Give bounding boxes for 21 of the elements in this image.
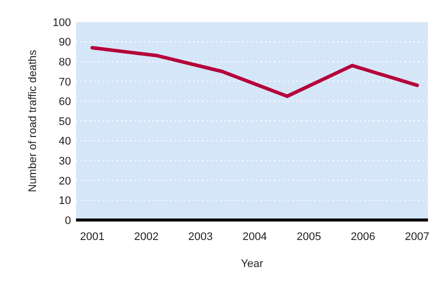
y-tick-label: 10 xyxy=(58,195,71,208)
y-tick-label: 70 xyxy=(58,76,71,88)
y-tick-label: 100 xyxy=(52,16,71,29)
x-axis-title: Year xyxy=(240,258,264,270)
y-tick-label: 90 xyxy=(58,36,71,49)
line-series xyxy=(90,46,419,98)
y-tick-label: 20 xyxy=(58,175,71,188)
x-tick-label: 2006 xyxy=(350,231,376,243)
y-tick-label: 40 xyxy=(58,136,71,148)
x-tick-label: 2005 xyxy=(296,231,322,243)
y-axis-title: Number of road traffic deaths xyxy=(27,49,39,192)
y-tick-label: 30 xyxy=(58,155,71,168)
y-tick-label: 80 xyxy=(58,56,71,68)
y-tick-label: 60 xyxy=(58,96,71,108)
x-tick-label: 2001 xyxy=(80,231,104,243)
y-tick-label: 50 xyxy=(58,116,71,128)
x-tick-label: 2003 xyxy=(188,231,213,243)
x-tick-label: 2004 xyxy=(242,231,267,243)
x-tick-label: 2007 xyxy=(404,231,430,243)
x-tick-label: 2002 xyxy=(134,231,159,243)
y-tick-label: 0 xyxy=(64,214,71,227)
